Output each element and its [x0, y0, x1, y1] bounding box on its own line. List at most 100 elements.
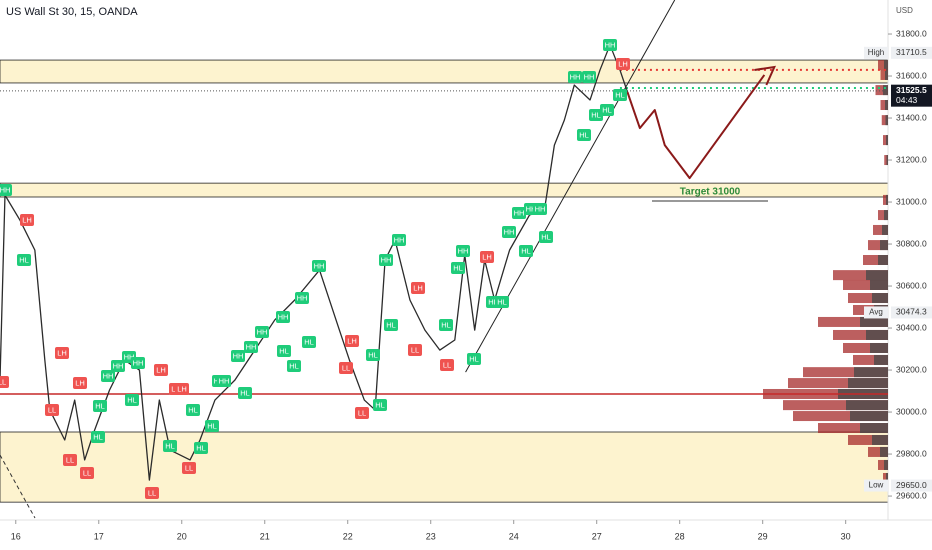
swing-label-box: [355, 407, 369, 419]
swing-label-box: [287, 360, 301, 372]
swing-label: HL: [441, 320, 451, 329]
swing-label: HL: [19, 255, 29, 264]
swing-label-box: [125, 394, 139, 406]
swing-label-box: [101, 370, 115, 382]
volume-bar: [878, 60, 888, 71]
swing-label-box: [411, 282, 425, 294]
swing-label-box: [111, 360, 125, 372]
swing-label: HL: [127, 395, 137, 404]
swing-label-box: [589, 109, 603, 121]
price-label-box: [891, 46, 932, 59]
swing-label-box: [379, 254, 393, 266]
volume-bar-inner: [885, 100, 888, 111]
swing-label: HH: [0, 185, 10, 194]
volume-bar-inner: [870, 279, 888, 290]
swing-label: HL: [368, 350, 378, 359]
swing-label: HL: [279, 346, 289, 355]
y-tick-label: 30400.0: [896, 322, 927, 332]
x-tick-label: 22: [343, 531, 353, 541]
swing-label: HL: [497, 297, 507, 306]
swing-label-box: [55, 347, 69, 359]
swing-label: HH: [535, 204, 546, 213]
volume-bar: [783, 400, 888, 411]
volume-bar-inner: [872, 293, 888, 304]
swing-label: HL: [188, 405, 198, 414]
volume-bar: [881, 115, 888, 126]
volume-bar: [875, 85, 888, 96]
swing-label: HL: [386, 320, 396, 329]
swing-label: HH: [394, 235, 405, 244]
volume-bar-inner: [850, 411, 888, 422]
swing-label: HH: [257, 327, 268, 336]
volume-bar: [863, 255, 888, 265]
y-tick-label: 30000.0: [896, 406, 927, 416]
swing-label: HL: [488, 297, 498, 306]
swing-label-box: [366, 349, 380, 361]
volume-bar: [803, 367, 888, 378]
swing-label-box: [0, 376, 9, 388]
swing-label-box: [339, 362, 353, 374]
zone: [0, 59, 889, 84]
target-label: Target 31000: [680, 187, 741, 198]
swing-label: HH: [605, 40, 616, 49]
swing-label: HH: [219, 376, 230, 385]
volume-bar: [853, 354, 888, 365]
volume-bar-inner: [886, 135, 888, 146]
volume-bar-inner: [886, 194, 888, 205]
volume-bar: [884, 155, 888, 166]
swing-label-box: [17, 254, 31, 266]
swing-label: LL: [443, 360, 451, 369]
swing-label-box: [91, 431, 105, 443]
swing-label: HL: [591, 110, 601, 119]
x-tick-label: 23: [426, 531, 436, 541]
zone: [0, 431, 889, 503]
swing-label-box: [186, 404, 200, 416]
price-label-box: [891, 479, 932, 492]
swing-label: HL: [375, 400, 385, 409]
swing-label: LH: [618, 59, 628, 68]
x-tick-label: 24: [509, 531, 519, 541]
swing-label: LL: [342, 363, 350, 372]
swing-label-box: [577, 129, 591, 141]
swing-label: HH: [381, 255, 392, 264]
volume-bar-inner: [884, 459, 888, 470]
swing-label: HH: [570, 72, 581, 81]
price-label: 31710.5: [896, 47, 927, 57]
swing-label: HL: [541, 232, 551, 241]
x-tick-label: 30: [841, 531, 851, 541]
volume-bar-inner: [866, 270, 888, 281]
currency: USD: [896, 6, 913, 15]
swing-label: LH: [57, 348, 67, 357]
arrow-head: [754, 65, 776, 86]
swing-label-box: [467, 353, 481, 365]
x-tick-label: 16: [11, 531, 21, 541]
y-tick-label: 31800.0: [896, 28, 927, 38]
x-tick-label: 28: [675, 531, 685, 541]
swing-label: HH: [113, 361, 124, 370]
countdown: 04:43: [896, 95, 918, 105]
volume-bar-inner: [885, 115, 888, 126]
swing-label: HH: [103, 371, 114, 380]
y-tick-label: 29800.0: [896, 448, 927, 458]
swing-label-box: [613, 89, 627, 101]
swing-label: HH: [314, 261, 325, 270]
volume-bar-inner: [880, 446, 888, 457]
dashed-trend: [0, 454, 36, 519]
x-tick-label: 27: [592, 531, 602, 541]
volume-bar: [843, 342, 888, 353]
volume-bar: [818, 423, 888, 434]
volume-bar-inner: [860, 316, 888, 327]
volume-bar: [833, 270, 888, 281]
swing-label: HH: [514, 208, 525, 217]
swing-label-box: [154, 364, 168, 376]
volume-bar: [873, 224, 888, 235]
volume-bar: [833, 329, 888, 340]
swing-label-box: [295, 292, 309, 304]
price-label-name: Low: [869, 481, 884, 490]
swing-label: HL: [615, 90, 625, 99]
swing-label-box: [533, 203, 547, 215]
swing-label: HH: [584, 72, 595, 81]
volume-bar: [878, 210, 888, 221]
swing-label-box: [194, 442, 208, 454]
swing-label: LL: [148, 488, 156, 497]
